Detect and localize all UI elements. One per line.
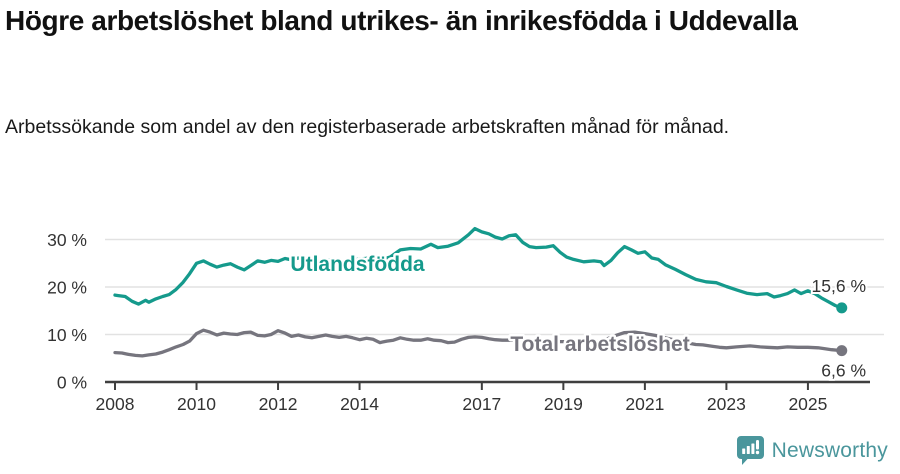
x-tick-label: 2017 bbox=[462, 394, 501, 414]
x-tick-label: 2025 bbox=[788, 394, 827, 414]
series-label: Utlandsfödda bbox=[290, 253, 424, 276]
y-tick-label: 0 % bbox=[57, 373, 87, 393]
end-value-label: 15,6 % bbox=[812, 276, 866, 296]
x-tick-label: 2010 bbox=[177, 394, 216, 414]
y-tick-label: 10 % bbox=[47, 325, 87, 345]
y-tick-label: 20 % bbox=[47, 278, 87, 298]
x-tick-label: 2019 bbox=[544, 394, 583, 414]
end-value-label: 6,6 % bbox=[821, 361, 866, 381]
series-end-dot bbox=[836, 345, 848, 357]
x-tick-label: 2012 bbox=[259, 394, 298, 414]
series-line bbox=[113, 226, 844, 310]
x-tick-label: 2008 bbox=[96, 394, 135, 414]
series-label: Total arbetslöshet bbox=[510, 333, 689, 356]
series-end-dot bbox=[836, 302, 848, 314]
newsworthy-logo-icon bbox=[736, 436, 764, 465]
newsworthy-wordmark: Newsworthy bbox=[771, 438, 888, 462]
chart-title: Högre arbetslöshet bland utrikes- än inr… bbox=[5, 5, 798, 36]
y-tick-label: 30 % bbox=[47, 230, 87, 250]
x-tick-label: 2014 bbox=[340, 394, 379, 414]
chart-subtitle: Arbetssökande som andel av den registerb… bbox=[5, 116, 730, 138]
x-tick-label: 2023 bbox=[707, 394, 746, 414]
x-tick-label: 2021 bbox=[625, 394, 664, 414]
newsworthy-brand: Newsworthy bbox=[736, 435, 888, 466]
series-line bbox=[113, 328, 844, 358]
